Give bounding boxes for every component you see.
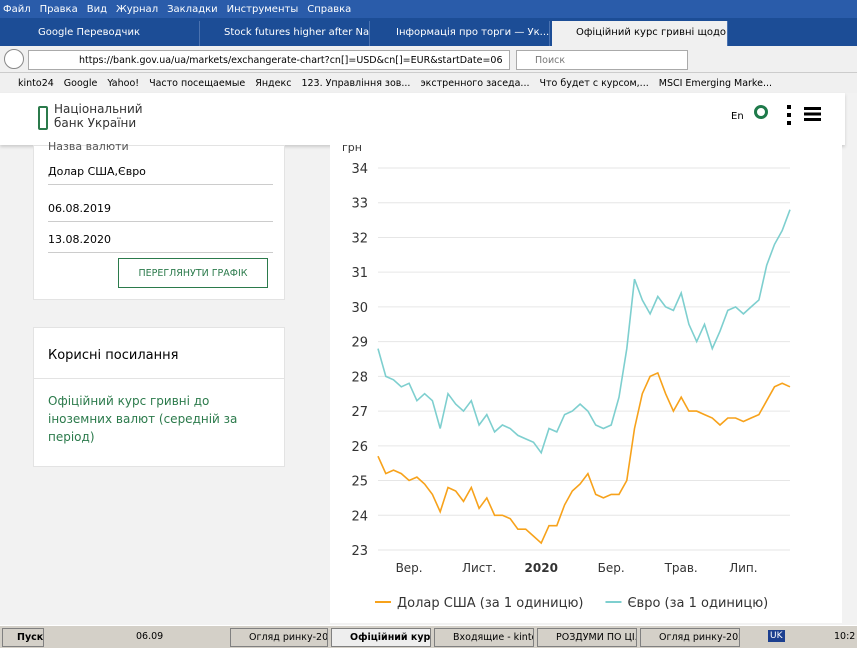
links-card: Корисні посилання Офіційний курс гривні … [33, 327, 285, 467]
show-chart-button[interactable]: ПЕРЕГЛЯНУТИ ГРАФІК [118, 258, 268, 288]
menu-item[interactable]: Журнал [115, 3, 159, 15]
chart: грн 23 24 25 26 27 28 29 30 31 32 33 34 Вер. Лист. 202… [330, 145, 842, 623]
task-button[interactable]: Офіційний курс ... [331, 628, 431, 647]
filter-card: Назва валюти Долар США,Євро 06.08.2019 1… [33, 140, 285, 300]
y-tick-label: 34 [351, 162, 368, 177]
nav-bar: https://bank.gov.ua/ua/markets/exchanger… [0, 46, 857, 73]
bookmark[interactable]: Часто посещаемые [149, 77, 246, 89]
x-tick-label: Лист. [462, 561, 496, 575]
task-button[interactable]: Входящие - kinto... [434, 628, 534, 647]
y-tick-label: 28 [351, 370, 368, 385]
lang-indicator[interactable]: UK [768, 630, 785, 642]
url-field[interactable]: https://bank.gov.ua/ua/markets/exchanger… [28, 50, 510, 70]
search-icon[interactable] [754, 105, 768, 119]
legend-label: Євро (за 1 одиницю) [627, 596, 768, 611]
y-tick-label: 26 [351, 440, 368, 455]
chart-card [330, 145, 842, 623]
start-button[interactable]: Пуск [2, 628, 44, 647]
y-tick-label: 29 [351, 336, 368, 351]
date-field[interactable]: 13.08.2020 [48, 233, 273, 253]
x-tick-label: Вер. [396, 561, 423, 575]
search-field[interactable]: Поиск [516, 50, 688, 70]
y-tick-label: 25 [351, 475, 368, 490]
menu-item[interactable]: Инструменты [226, 3, 299, 15]
bookmark[interactable]: экстренного заседа... [420, 77, 530, 89]
x-tick-label: Бер. [598, 561, 625, 575]
bookmarks-bar: kinto24 Google Yahoo! Часто посещаемые Я… [0, 73, 857, 93]
x-tick-label: Трав. [664, 561, 698, 575]
tab-bar: Google Переводчик Stock futures higher a… [0, 18, 857, 46]
menu-icon[interactable] [804, 107, 821, 121]
y-tick-label: 30 [351, 301, 368, 316]
tab[interactable]: Stock futures higher after Na... [200, 21, 370, 46]
y-tick-label: 24 [351, 509, 368, 524]
y-tick-label: 27 [351, 405, 368, 420]
bookmark[interactable]: Яндекс [255, 77, 292, 89]
bookmark[interactable]: MSCI Emerging Marke... [658, 77, 773, 89]
x-tick-label: 2020 [525, 561, 558, 575]
menu-item[interactable]: Файл [3, 3, 31, 15]
bookmark[interactable]: Google [63, 77, 98, 89]
bookmark[interactable]: 123. Управління зов... [301, 77, 411, 89]
more-icon[interactable] [787, 105, 791, 125]
task-button[interactable]: Огляд ринку-202... [640, 628, 740, 647]
logo-text[interactable]: Національний банк України [54, 102, 143, 130]
menu-item[interactable]: Вид [86, 3, 107, 15]
back-button[interactable] [4, 49, 24, 69]
currency-field[interactable]: Долар США,Євро [48, 165, 273, 185]
lang-switch[interactable]: En [731, 111, 744, 122]
menu-item[interactable]: Справка [307, 3, 352, 15]
tab[interactable]: Google Переводчик [14, 21, 200, 46]
menu-item[interactable]: Закладки [167, 3, 218, 15]
bookmark[interactable]: Yahoo! [107, 77, 140, 89]
tab[interactable]: Офіційний курс гривні щодо... [552, 21, 728, 46]
logo-icon [38, 106, 48, 130]
site-header: Національний банк України En [0, 93, 845, 145]
taskbar: Пуск 06.09 Огляд ринку-20... Офіційний к… [0, 625, 857, 648]
date-field[interactable]: 06.08.2019 [48, 202, 273, 222]
x-tick-label: Лип. [729, 561, 757, 575]
menu-item[interactable]: Правка [39, 3, 78, 15]
tab[interactable]: Інформація про торги — Ук... [372, 21, 550, 46]
bookmark[interactable]: Что будет с курсом,... [539, 77, 649, 89]
task-button[interactable]: Огляд ринку-20... [230, 628, 328, 647]
link[interactable]: Офіційний курс гривні до іноземних валют… [48, 394, 238, 444]
series-line [377, 371, 791, 545]
links-title: Корисні посилання [48, 348, 179, 363]
field-label: Назва валюти [48, 140, 129, 150]
y-tick-label: 31 [351, 266, 368, 281]
menu-bar: Файл Правка Вид Журнал Закладки Инструме… [0, 0, 857, 18]
divider [34, 378, 284, 379]
y-tick-label: 32 [351, 231, 368, 246]
bookmark[interactable]: kinto24 [18, 77, 54, 89]
task-button[interactable]: РОЗДУМИ ПО ЦІ... [537, 628, 637, 647]
logo-line: банк України [54, 116, 137, 130]
y-tick-label: 33 [351, 197, 368, 212]
y-axis-label: грн [342, 145, 362, 154]
series-line [377, 209, 791, 455]
logo-line: Національний [54, 102, 143, 116]
clock: 10:2 [834, 631, 856, 642]
y-tick-label: 23 [351, 544, 368, 559]
task-button[interactable]: 06.09 [118, 628, 198, 647]
legend-label: Долар США (за 1 одиницю) [397, 596, 583, 611]
